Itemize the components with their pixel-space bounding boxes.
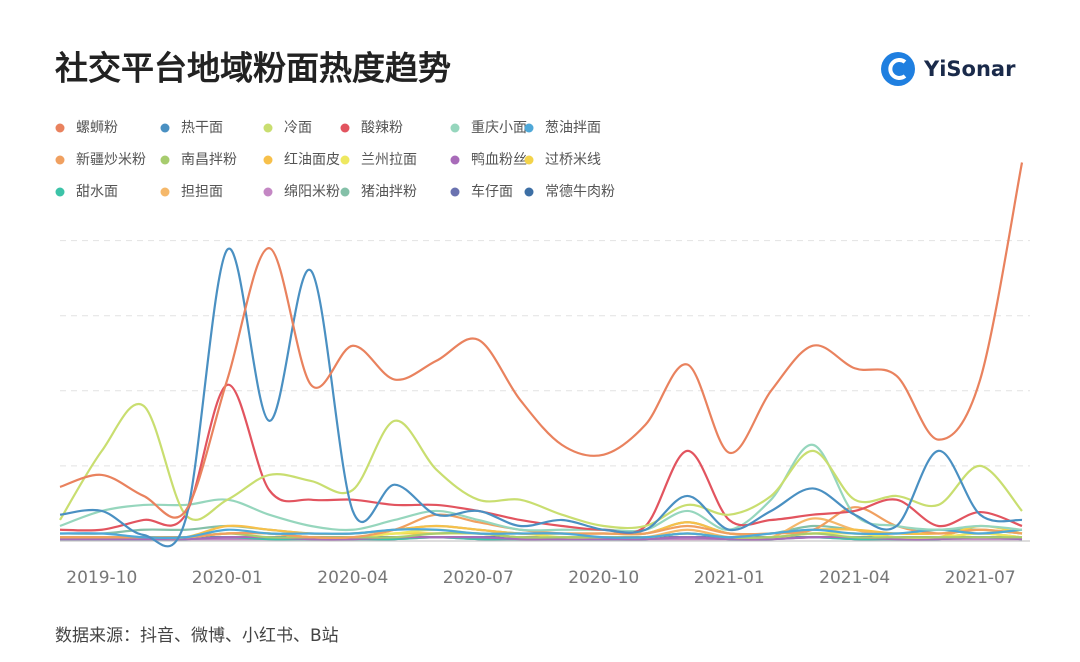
legend-label: 重庆小面 (471, 120, 527, 136)
x-tick-label: 2021-04 (819, 568, 890, 588)
legend-label: 酸辣粉 (361, 120, 403, 136)
x-tick-label: 2020-07 (443, 568, 514, 588)
series-line (59, 402, 1023, 530)
legend-label: 冷面 (284, 120, 312, 136)
legend-marker (340, 155, 350, 165)
legend-marker (263, 187, 273, 197)
legend-label: 猪油拌粉 (361, 184, 417, 200)
legend-marker (340, 187, 350, 197)
chart-title: 社交平台地域粉面热度趋势 (55, 49, 451, 88)
series-line (60, 506, 1023, 540)
x-tick-label: 2021-01 (694, 568, 765, 588)
source-note: 数据来源：抖音、微博、小红书、B站 (55, 626, 339, 646)
legend-marker (450, 123, 460, 133)
x-tick-label: 2021-07 (945, 568, 1016, 588)
legend-marker (524, 187, 534, 197)
series-line (59, 528, 1023, 540)
legend-label: 担担面 (181, 184, 223, 200)
legend-label: 螺蛳粉 (76, 120, 118, 136)
legend-label: 红油面皮 (284, 152, 340, 168)
legend-marker (160, 155, 170, 165)
legend-label: 鸭血粉丝 (471, 152, 527, 168)
legend-marker (263, 123, 273, 133)
x-tick-label: 2020-04 (317, 568, 388, 588)
series-line (59, 247, 1023, 548)
x-tick-label: 2020-10 (568, 568, 639, 588)
legend-marker (55, 123, 65, 133)
legend-label: 新疆炒米粉 (76, 152, 146, 168)
series-line (59, 162, 1024, 519)
legend-marker (55, 187, 65, 197)
legend-label: 兰州拉面 (361, 152, 417, 168)
legend-marker (55, 155, 65, 165)
x-tick-label: 2019-10 (66, 568, 137, 588)
legend-label: 南昌拌粉 (181, 152, 237, 168)
legend-marker (160, 187, 170, 197)
legend-label: 车仔面 (471, 183, 513, 200)
legend-label: 过桥米线 (545, 152, 601, 168)
series-line (59, 383, 1023, 535)
legend-marker (263, 155, 273, 165)
legend-marker (524, 123, 534, 133)
legend-label: 热干面 (181, 120, 223, 136)
legend-label: 葱油拌面 (545, 120, 601, 136)
legend-marker (450, 155, 460, 165)
legend-marker (524, 155, 534, 165)
legend-marker (160, 123, 170, 133)
legend-label: 常德牛肉粉 (545, 184, 615, 200)
legend-label: 绵阳米粉 (284, 183, 340, 200)
logo-mark (888, 58, 907, 80)
legend-label: 甜水面 (76, 184, 118, 200)
brand: YiSonar (923, 57, 1016, 81)
logo-icon (881, 52, 915, 86)
legend-marker (340, 123, 350, 133)
legend-marker (450, 187, 460, 197)
x-tick-label: 2020-01 (192, 568, 263, 588)
